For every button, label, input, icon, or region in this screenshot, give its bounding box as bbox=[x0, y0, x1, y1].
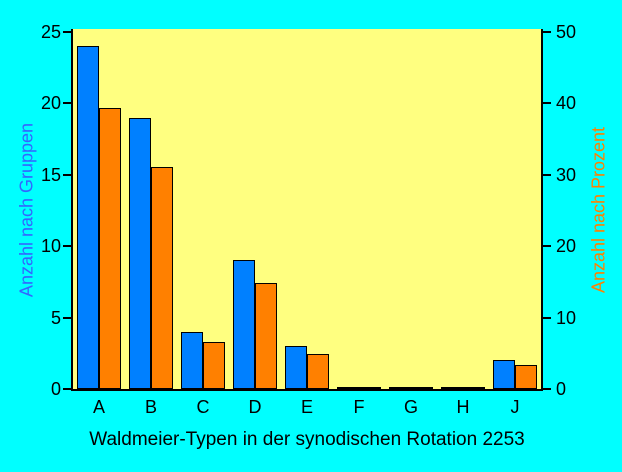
bar-groups-E bbox=[285, 346, 307, 389]
right-tick-50 bbox=[543, 31, 551, 33]
category-label-H: H bbox=[456, 397, 470, 417]
bar-percent-C bbox=[203, 341, 225, 389]
bar-percent-J bbox=[515, 365, 537, 389]
category-label-F: F bbox=[353, 397, 365, 417]
category-label-J: J bbox=[510, 397, 520, 417]
category-label-E: E bbox=[300, 397, 313, 417]
category-label-A: A bbox=[92, 397, 105, 417]
left-tick-label-0: 0 bbox=[50, 379, 61, 399]
bar-groups-D bbox=[233, 260, 255, 389]
left-tick-label-15: 15 bbox=[40, 164, 61, 185]
bar-zero-percent-G bbox=[411, 387, 433, 389]
right-tick-label-20: 20 bbox=[556, 236, 577, 257]
left-tick-15 bbox=[63, 173, 71, 176]
left-tick-10 bbox=[63, 245, 71, 248]
right-axis-line bbox=[541, 29, 543, 391]
left-axis-line bbox=[71, 29, 73, 391]
category-label-B: B bbox=[144, 397, 157, 417]
left-tick-20 bbox=[63, 102, 71, 105]
right-tick-0 bbox=[543, 388, 551, 390]
right-tick-label-0: 0 bbox=[556, 379, 567, 399]
right-tick-label-50: 50 bbox=[556, 22, 577, 42]
left-tick-0 bbox=[63, 388, 71, 390]
right-axis-title: Anzahl nach Prozent bbox=[588, 126, 609, 294]
x-axis-line bbox=[71, 389, 543, 391]
category-label-C: C bbox=[196, 397, 210, 417]
bar-percent-B bbox=[151, 166, 173, 389]
left-tick-label-10: 10 bbox=[40, 236, 61, 257]
bar-percent-E bbox=[307, 354, 329, 389]
left-axis-title: Anzahl nach Gruppen bbox=[16, 122, 37, 298]
bar-zero-groups-F bbox=[337, 387, 359, 389]
right-tick-label-10: 10 bbox=[556, 307, 577, 328]
right-tick-label-40: 40 bbox=[556, 93, 577, 114]
bar-percent-D bbox=[255, 283, 277, 389]
left-tick-25 bbox=[63, 31, 71, 33]
bar-zero-percent-F bbox=[359, 387, 381, 389]
bar-percent-A bbox=[99, 108, 121, 389]
chart-title: Waldmeier-Typen in der synodischen Rotat… bbox=[89, 429, 525, 450]
bar-zero-groups-G bbox=[389, 387, 411, 389]
right-tick-20 bbox=[543, 245, 551, 248]
bar-zero-percent-H bbox=[463, 387, 485, 389]
right-tick-10 bbox=[543, 316, 551, 319]
bar-groups-C bbox=[181, 331, 203, 389]
right-tick-40 bbox=[543, 102, 551, 105]
category-label-G: G bbox=[403, 397, 418, 417]
bar-groups-J bbox=[493, 360, 515, 389]
bar-groups-B bbox=[129, 117, 151, 389]
left-tick-label-5: 5 bbox=[50, 307, 61, 328]
bar-groups-A bbox=[77, 46, 99, 389]
right-tick-label-30: 30 bbox=[556, 164, 577, 185]
category-label-D: D bbox=[248, 397, 262, 417]
bar-zero-groups-H bbox=[441, 387, 463, 389]
left-tick-label-20: 20 bbox=[40, 93, 61, 114]
left-tick-5 bbox=[63, 316, 71, 319]
right-tick-30 bbox=[543, 173, 551, 176]
left-tick-label-25: 25 bbox=[40, 22, 61, 42]
